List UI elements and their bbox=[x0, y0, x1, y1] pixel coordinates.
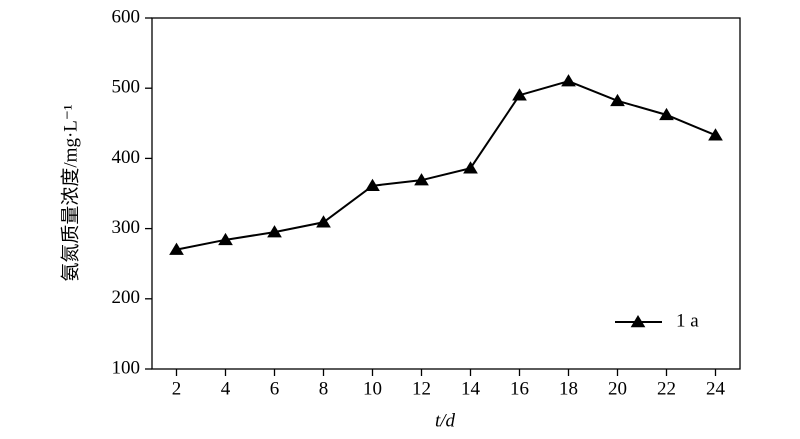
data-line bbox=[176, 80, 716, 251]
data-point bbox=[218, 232, 233, 246]
data-point bbox=[708, 128, 723, 141]
data-point bbox=[512, 88, 527, 101]
legend-marker bbox=[630, 315, 646, 328]
y-tick-label: 100 bbox=[112, 357, 141, 378]
plot-frame bbox=[151, 17, 741, 370]
data-point bbox=[365, 178, 380, 192]
x-tick-label: 14 bbox=[461, 378, 481, 399]
x-tick-label: 6 bbox=[270, 378, 280, 399]
x-tick-label: 8 bbox=[319, 378, 329, 399]
data-point bbox=[267, 225, 282, 238]
y-tick-label: 300 bbox=[112, 217, 141, 238]
x-tick-label: 4 bbox=[221, 378, 231, 399]
x-tick-label: 2 bbox=[172, 378, 182, 399]
x-tick-label: 12 bbox=[412, 378, 431, 399]
x-tick-label: 18 bbox=[559, 378, 578, 399]
x-tick-label: 20 bbox=[608, 378, 627, 399]
data-point bbox=[463, 161, 478, 174]
data-point bbox=[414, 173, 429, 186]
legend-label: 1 a bbox=[676, 310, 699, 331]
x-tick-label: 10 bbox=[363, 378, 382, 399]
data-point bbox=[610, 93, 625, 107]
data-point bbox=[561, 74, 576, 87]
y-tick-label: 400 bbox=[112, 147, 141, 168]
x-tick-label: 22 bbox=[657, 378, 676, 399]
y-tick-label: 200 bbox=[112, 287, 141, 308]
y-axis-label: 氨氮质量浓度/mg·L⁻¹ bbox=[59, 104, 81, 282]
data-point bbox=[659, 107, 674, 121]
x-tick-label: 16 bbox=[510, 378, 529, 399]
x-axis-label: t/d bbox=[435, 410, 456, 431]
data-point bbox=[169, 242, 184, 255]
data-point bbox=[316, 215, 331, 228]
y-tick-label: 500 bbox=[112, 77, 141, 98]
x-tick-label: 24 bbox=[706, 378, 726, 399]
y-tick-label: 600 bbox=[112, 6, 141, 27]
